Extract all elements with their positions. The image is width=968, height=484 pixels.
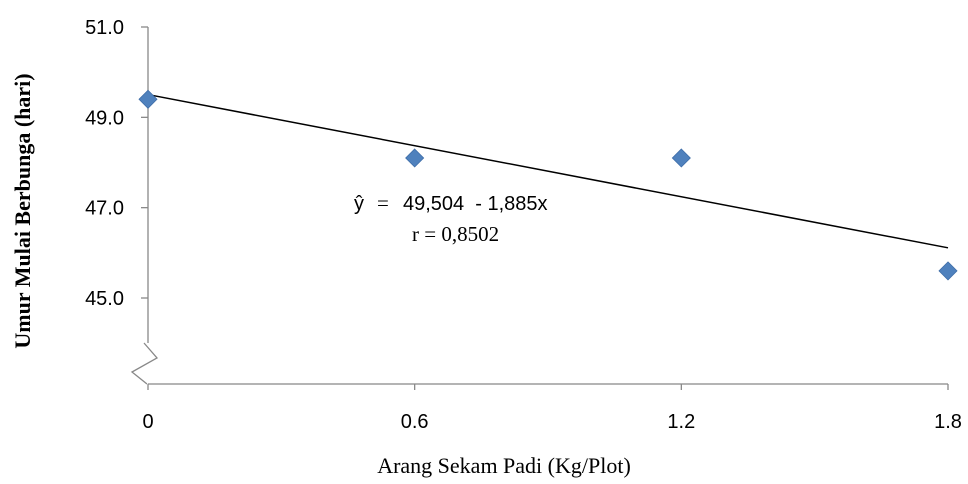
equation-yhat: ŷ <box>354 193 364 215</box>
x-axis: 0 0.6 1.2 1.8 <box>142 383 962 433</box>
data-point <box>671 148 691 168</box>
data-point <box>138 89 158 109</box>
equation-expression: 49,504 - 1,885x <box>403 193 548 215</box>
y-axis-break <box>130 342 159 385</box>
x-tick-label: 0 <box>142 411 153 433</box>
data-point <box>405 148 425 168</box>
equation-equals: = <box>377 191 389 215</box>
x-axis-title: Arang Sekam Padi (Kg/Plot) <box>377 453 631 478</box>
x-tick-label: 0.6 <box>401 411 429 433</box>
x-tick-label: 1.8 <box>934 411 962 433</box>
trendline <box>147 93 949 249</box>
correlation-r: r = 0,8502 <box>412 222 499 246</box>
data-points <box>138 89 958 281</box>
data-point <box>938 261 958 281</box>
x-tick-label: 1.2 <box>667 411 695 433</box>
trendline-layer <box>147 93 949 249</box>
y-tick-label: 49.0 <box>85 107 124 129</box>
y-axis-title: Umur Mulai Berbunga (hari) <box>10 73 35 348</box>
y-tick-label: 47.0 <box>85 198 124 220</box>
y-tick-label: 45.0 <box>85 288 124 310</box>
y-axis: 45.0 47.0 49.0 51.0 <box>85 17 159 385</box>
y-tick-label: 51.0 <box>85 17 124 39</box>
